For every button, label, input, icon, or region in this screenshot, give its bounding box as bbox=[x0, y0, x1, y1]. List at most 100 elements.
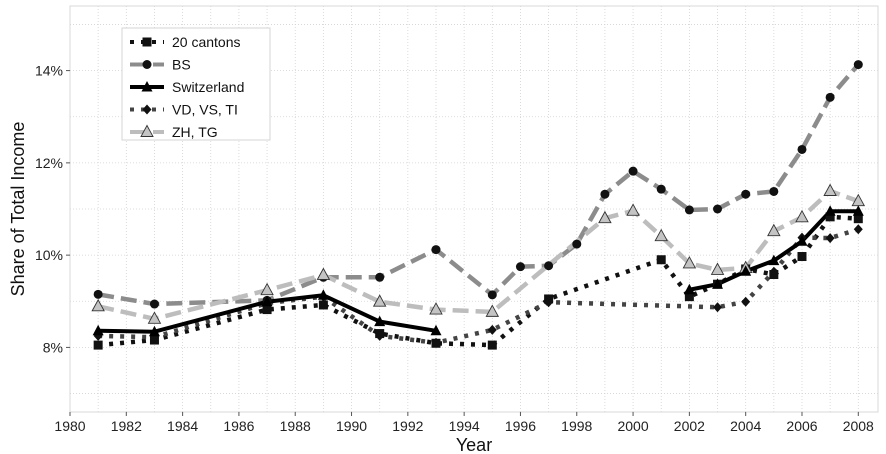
data-point bbox=[683, 283, 695, 295]
data-point bbox=[852, 205, 864, 216]
data-point bbox=[769, 186, 779, 196]
data-point bbox=[710, 262, 725, 275]
data-point bbox=[318, 300, 328, 310]
data-point bbox=[487, 290, 497, 300]
data-point bbox=[262, 305, 272, 315]
legend-label: 20 cantons bbox=[172, 34, 241, 50]
legend: 20 cantons BS Switzerland VD, VS, TI ZH, TG bbox=[121, 27, 271, 141]
legend-swatch-marker bbox=[142, 60, 152, 69]
data-point bbox=[91, 298, 105, 312]
data-point bbox=[572, 239, 582, 249]
data-point bbox=[515, 262, 525, 272]
data-point bbox=[147, 311, 162, 324]
y-tick-label: 14% bbox=[35, 63, 63, 79]
x-tick-label: 1996 bbox=[505, 418, 536, 434]
data-point bbox=[853, 214, 863, 224]
legend-label: Switzerland bbox=[172, 79, 244, 95]
data-point bbox=[149, 299, 159, 309]
data-point bbox=[430, 324, 442, 336]
series-group bbox=[91, 60, 866, 350]
data-point bbox=[600, 189, 610, 199]
data-point bbox=[853, 60, 863, 70]
x-tick-label: 2000 bbox=[617, 418, 648, 434]
legend-swatch-marker bbox=[141, 81, 153, 92]
data-point bbox=[431, 245, 441, 255]
data-point bbox=[429, 302, 443, 315]
x-tick-label: 1990 bbox=[336, 418, 367, 434]
data-point bbox=[825, 233, 835, 244]
plot-frame bbox=[69, 5, 879, 413]
data-point bbox=[656, 184, 666, 194]
data-point bbox=[741, 296, 751, 307]
data-point bbox=[682, 256, 697, 269]
y-axis-title: Share of Total Income bbox=[8, 122, 28, 297]
x-axis-title: Year bbox=[456, 435, 492, 454]
x-tick-label: 1980 bbox=[54, 418, 85, 434]
data-point bbox=[713, 302, 723, 313]
data-point bbox=[375, 330, 385, 341]
legend-item-switzerland: Switzerland bbox=[130, 79, 244, 95]
data-point bbox=[93, 340, 103, 350]
data-point bbox=[628, 166, 638, 176]
legend-label: BS bbox=[172, 57, 191, 73]
data-point bbox=[487, 340, 497, 350]
data-point bbox=[261, 295, 273, 307]
data-point bbox=[824, 205, 836, 216]
y-tick-label: 8% bbox=[43, 339, 63, 355]
x-tick-label: 1994 bbox=[449, 418, 480, 434]
data-point bbox=[487, 324, 497, 335]
x-tick-label: 2004 bbox=[730, 418, 761, 434]
data-point bbox=[853, 224, 863, 235]
data-point bbox=[795, 209, 809, 223]
x-tick-label: 1984 bbox=[167, 418, 198, 434]
data-point bbox=[375, 272, 385, 282]
legend-label: VD, VS, TI bbox=[172, 102, 238, 118]
legend-item-zh-tg: ZH, TG bbox=[130, 124, 218, 140]
data-point bbox=[93, 289, 103, 299]
data-point bbox=[713, 204, 723, 214]
x-tick-label: 2008 bbox=[843, 418, 874, 434]
legend-label: ZH, TG bbox=[172, 124, 218, 140]
data-point bbox=[654, 228, 668, 242]
x-tick-label: 2006 bbox=[786, 418, 817, 434]
data-point bbox=[712, 278, 724, 289]
data-point bbox=[797, 144, 807, 154]
data-point bbox=[317, 289, 329, 300]
data-point bbox=[431, 337, 441, 348]
data-point bbox=[148, 325, 160, 337]
x-tick-label: 1988 bbox=[280, 418, 311, 434]
data-point bbox=[684, 292, 694, 302]
x-tick-label: 1982 bbox=[111, 418, 142, 434]
series-markers-switzerland bbox=[92, 205, 864, 337]
data-point bbox=[544, 261, 554, 271]
series-line-20-cantons bbox=[97, 214, 859, 348]
x-tick-label: 2002 bbox=[674, 418, 705, 434]
data-point bbox=[544, 297, 554, 308]
data-point bbox=[741, 189, 751, 199]
y-tick-label: 10% bbox=[35, 247, 63, 263]
legend-item-bs: BS bbox=[130, 57, 191, 73]
data-point bbox=[769, 266, 779, 277]
x-tick-label: 1986 bbox=[223, 418, 254, 434]
data-point bbox=[374, 315, 386, 327]
data-point bbox=[823, 183, 837, 196]
y-tick-label: 12% bbox=[35, 155, 63, 171]
data-point bbox=[797, 252, 807, 262]
data-point bbox=[740, 265, 752, 276]
data-point bbox=[316, 267, 331, 280]
data-point bbox=[372, 294, 387, 307]
data-point bbox=[768, 254, 780, 266]
x-tick-label: 1998 bbox=[561, 418, 592, 434]
data-point bbox=[626, 203, 640, 216]
series-line-switzerland bbox=[98, 293, 437, 334]
data-point bbox=[825, 92, 835, 102]
data-point bbox=[260, 282, 274, 296]
data-point bbox=[598, 210, 612, 224]
data-point bbox=[656, 255, 666, 265]
axes: 1980 1982 1984 1986 1988 1990 1992 1994 1996 1998… bbox=[35, 63, 874, 434]
series-20-cantons bbox=[97, 214, 859, 348]
legend-swatch-marker bbox=[142, 37, 152, 47]
legend-swatch-marker bbox=[142, 104, 152, 115]
data-point bbox=[684, 205, 694, 215]
x-tick-label: 1992 bbox=[392, 418, 423, 434]
